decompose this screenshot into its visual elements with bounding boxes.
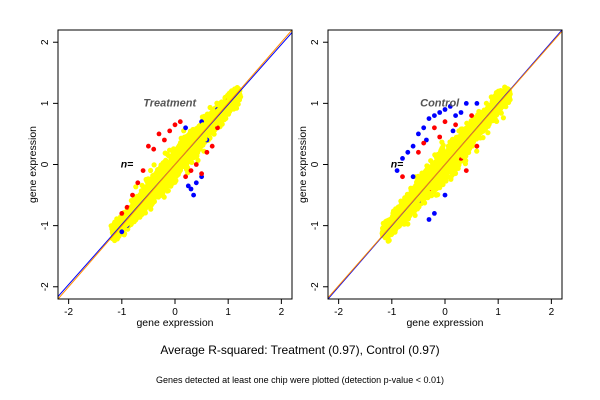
data-point-yellow (112, 219, 118, 225)
data-point-yellow (161, 164, 167, 170)
data-point (140, 168, 146, 174)
sample-size-label: n= (121, 159, 134, 171)
data-point-yellow (154, 172, 160, 178)
x-tick-label: 1 (225, 307, 231, 318)
plot-area (58, 30, 292, 299)
data-point-yellow (160, 187, 167, 194)
data-point-yellow (159, 182, 165, 188)
x-tick-label: 0 (172, 307, 178, 318)
data-point-yellow (439, 139, 445, 145)
data-point-yellow (178, 148, 185, 154)
data-point-yellow (214, 108, 220, 115)
data-point-yellow (190, 137, 196, 143)
data-point (193, 180, 199, 186)
panel-label: Treatment (143, 97, 197, 109)
x-tick-label: -1 (117, 307, 126, 318)
data-point-yellow (210, 114, 216, 120)
scatter-panel-1: -2 -1 0 1 2 -2 -1 0 1 2 gene expression gene expres… (27, 29, 293, 329)
data-point-yellow (182, 157, 188, 163)
data-point-yellow (199, 114, 205, 120)
data-point-yellow (195, 157, 201, 163)
y-axis-label: gene expression (27, 126, 39, 203)
data-point-yellow (195, 137, 201, 143)
data-point-yellow (234, 97, 241, 103)
data-point (156, 131, 162, 137)
data-point (183, 125, 189, 131)
data-point (185, 183, 191, 189)
data-point (215, 125, 220, 131)
data-point-yellow (480, 135, 486, 141)
data-point-yellow (202, 136, 208, 142)
plot-area (328, 30, 562, 299)
data-point-yellow (233, 105, 240, 111)
data-point-yellow (463, 158, 469, 164)
data-point-yellow (139, 182, 145, 188)
data-point-yellow (221, 117, 227, 123)
data-point-yellow (148, 167, 154, 174)
data-point (188, 168, 194, 174)
data-point (172, 122, 178, 128)
data-point-yellow (207, 104, 213, 111)
data-point-yellow (147, 204, 153, 210)
data-point (167, 128, 173, 134)
data-point (193, 162, 199, 167)
data-point-yellow (165, 188, 171, 194)
reference-line (58, 30, 292, 299)
y-tick-label: 1 (40, 100, 51, 106)
data-point-yellow (132, 212, 138, 218)
data-point (124, 204, 130, 210)
x-axis-label: gene expression (136, 317, 213, 329)
data-point-yellow (133, 184, 139, 190)
data-point (119, 211, 125, 216)
data-point-yellow (167, 147, 173, 153)
data-point (177, 119, 183, 125)
data-point-yellow (185, 139, 191, 145)
data-point (130, 192, 135, 198)
data-point-yellow (143, 176, 149, 183)
data-point-yellow (188, 154, 194, 160)
data-point-yellow (164, 173, 170, 179)
x-tick-label: -2 (64, 307, 73, 318)
data-point (151, 146, 157, 152)
data-point (188, 186, 194, 192)
data-point-yellow (186, 147, 192, 153)
data-point-yellow (161, 169, 167, 175)
data-point-yellow (185, 165, 191, 171)
data-point-yellow (151, 180, 158, 186)
data-point-yellow (115, 231, 121, 237)
data-point-yellow (173, 169, 179, 175)
data-point (135, 180, 141, 186)
data-point (199, 171, 205, 177)
data-point-yellow (215, 116, 221, 122)
data-point-yellow (162, 150, 168, 156)
data-point-yellow (151, 162, 157, 168)
y-tick-label: -2 (40, 282, 51, 291)
data-point-yellow (200, 125, 206, 131)
data-point (204, 149, 210, 155)
y-tick-label: 2 (40, 39, 51, 45)
data-point (119, 229, 125, 235)
data-point (162, 137, 167, 143)
data-point-yellow (147, 195, 153, 202)
y-tick-label: 0 (40, 161, 51, 167)
data-point-yellow (204, 111, 210, 117)
data-point (183, 174, 189, 180)
data-point (146, 143, 151, 149)
data-point (191, 192, 197, 198)
data-point-yellow (168, 168, 174, 174)
y-tick-label: -1 (40, 221, 51, 230)
data-point (209, 143, 215, 149)
x-tick-label: 2 (279, 307, 285, 318)
data-point-yellow (199, 140, 205, 146)
data-point-yellow (189, 159, 195, 165)
data-point-yellow (235, 101, 241, 107)
data-point-yellow (112, 235, 118, 241)
data-point-yellow (112, 226, 118, 232)
